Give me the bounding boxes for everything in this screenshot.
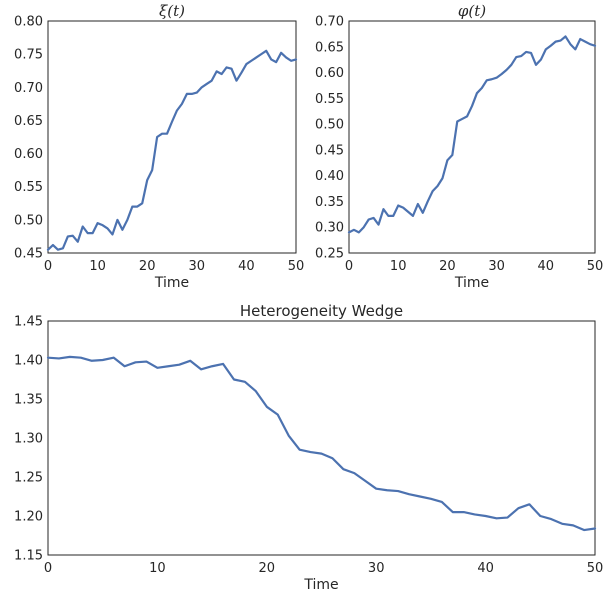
series-line <box>46 355 597 532</box>
y-tick-label: 0.70 <box>315 15 344 30</box>
x-tick-label: 50 <box>587 561 604 576</box>
chart-title: φ(t) <box>458 2 486 20</box>
y-tick-label: 0.60 <box>14 147 43 162</box>
x-tick-label: 50 <box>587 259 604 274</box>
y-tick-label: 0.55 <box>315 92 344 107</box>
y-tick-label: 1.40 <box>14 354 43 369</box>
y-tick-label: 0.75 <box>14 48 43 63</box>
y-tick-label: 0.65 <box>14 114 43 129</box>
x-tick-label: 30 <box>488 259 505 274</box>
chart-title: ξ(t) <box>159 2 185 20</box>
x-tick-label: 10 <box>149 561 166 576</box>
heterogeneity-wedge-chart: Heterogeneity Wedge 1.15 1.20 1.25 1.30 1.35 1… <box>14 302 603 593</box>
x-tick-label: 0 <box>44 259 52 274</box>
y-tick-label: 0.45 <box>315 143 344 158</box>
x-tick-label: 40 <box>477 561 494 576</box>
x-tick-label: 20 <box>139 259 156 274</box>
x-tick-label: 40 <box>238 259 255 274</box>
series-line <box>46 49 298 251</box>
y-tick-label: 1.25 <box>14 471 43 486</box>
y-tick-label: 0.50 <box>315 118 344 133</box>
x-tick-label: 20 <box>439 259 456 274</box>
y-tick-label: 0.70 <box>14 81 43 96</box>
x-tick-label: 0 <box>44 561 52 576</box>
y-tick-label: 0.50 <box>14 213 43 228</box>
phi-chart: φ(t) 0.25 0.30 0.35 0.40 0.45 0.50 0.55 0.60 0.65… <box>315 2 603 291</box>
x-axis-label: Time <box>154 275 189 291</box>
series-line <box>347 35 597 234</box>
x-tick-label: 30 <box>368 561 385 576</box>
y-tick-label: 0.25 <box>315 247 344 262</box>
x-tick-label: 40 <box>538 259 555 274</box>
plot-frame <box>47 320 596 556</box>
x-tick-label: 0 <box>345 259 353 274</box>
y-tick-label: 0.45 <box>14 247 43 262</box>
y-tick-label: 1.30 <box>14 432 43 447</box>
x-tick-label: 20 <box>259 561 276 576</box>
y-tick-label: 0.55 <box>14 180 43 195</box>
y-tick-label: 1.20 <box>14 510 43 525</box>
x-tick-label: 50 <box>288 259 305 274</box>
x-axis-label: Time <box>454 275 489 291</box>
y-tick-label: 0.65 <box>315 40 344 55</box>
chart-title: Heterogeneity Wedge <box>240 302 403 320</box>
y-tick-label: 0.80 <box>14 15 43 30</box>
x-axis-label: Time <box>303 577 338 593</box>
x-tick-label: 10 <box>390 259 407 274</box>
y-tick-label: 1.15 <box>14 549 43 564</box>
y-tick-label: 1.45 <box>14 315 43 330</box>
x-tick-label: 10 <box>89 259 106 274</box>
y-tick-label: 1.35 <box>14 393 43 408</box>
y-tick-label: 0.60 <box>315 66 344 81</box>
y-tick-label: 0.35 <box>315 195 344 210</box>
xi-chart: ξ(t) 0.45 0.50 0.55 0.60 0.65 0.70 0.75 0.80 0 10 2… <box>14 2 304 291</box>
y-tick-label: 0.30 <box>315 221 344 236</box>
plot-frame <box>348 20 596 254</box>
y-tick-label: 0.40 <box>315 169 344 184</box>
x-tick-label: 30 <box>189 259 206 274</box>
